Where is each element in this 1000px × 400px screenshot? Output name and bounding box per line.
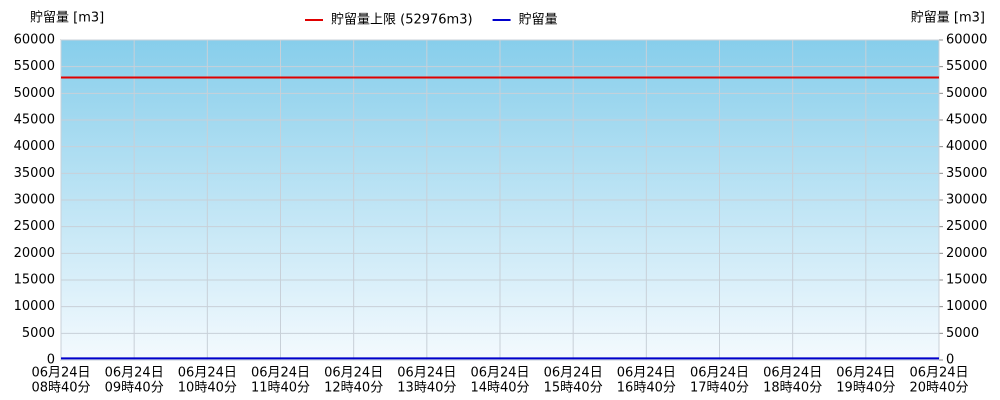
y2-tick-label: 45000 [946,113,987,128]
y2-tick-label: 35000 [946,166,987,181]
x-tick-label: 06月24日 [397,366,456,381]
x-tick-label: 06月24日 [178,366,237,381]
y-tick-label: 55000 [14,59,55,74]
x-tick-label: 06月24日 [836,366,895,381]
y2-tick-label: 60000 [946,33,987,48]
y2-tick-label: 55000 [946,59,987,74]
x-tick-label: 17時40分 [690,381,749,396]
y-tick-label: 15000 [14,273,55,288]
y2-tick-label: 50000 [946,86,987,101]
y2-tick-label: 0 [946,353,954,368]
x-tick-label: 06月24日 [470,366,529,381]
x-tick-label: 06月24日 [617,366,676,381]
x-tick-label: 11時40分 [251,381,310,396]
y-tick-label: 45000 [14,113,55,128]
y2-tick-label: 20000 [946,246,987,261]
y-axis-label: 貯留量 [m3] [30,11,104,26]
y2-tick-label: 30000 [946,193,987,208]
legend: 貯留量上限 (52976m3) 貯留量 [305,13,558,28]
y-tick-label: 40000 [14,139,55,154]
x-tick-label: 08時40分 [31,381,90,396]
legend-label: 貯留量 [519,13,558,28]
y2-tick-label: 10000 [946,299,987,314]
x-tick-label: 10時40分 [178,381,237,396]
y2-tick-label: 25000 [946,219,987,234]
y-tick-label: 60000 [14,33,55,48]
y-tick-label: 0 [47,353,55,368]
x-tick-label: 13時40分 [397,381,456,396]
legend-label: 貯留量上限 (52976m3) [331,13,473,28]
x-tick-label: 09時40分 [105,381,164,396]
x-tick-label: 16時40分 [617,381,676,396]
y2-tick-label: 15000 [946,273,987,288]
x-tick-label: 18時40分 [763,381,822,396]
y-tick-label: 25000 [14,219,55,234]
x-tick-label: 14時40分 [470,381,529,396]
y-tick-label: 35000 [14,166,55,181]
y-tick-label: 30000 [14,193,55,208]
x-tick-label: 19時40分 [836,381,895,396]
x-tick-label: 06月24日 [544,366,603,381]
y-tick-label: 5000 [22,326,55,341]
y2-axis-label: 貯留量 [m3] [911,11,985,26]
x-tick-label: 06月24日 [909,366,968,381]
x-tick-label: 06月24日 [324,366,383,381]
x-tick-label: 12時40分 [324,381,383,396]
y2-tick-label: 5000 [946,326,979,341]
x-tick-label: 06月24日 [763,366,822,381]
y-tick-label: 20000 [14,246,55,261]
y-tick-label: 10000 [14,299,55,314]
x-tick-label: 06月24日 [31,366,90,381]
x-tick-label: 06月24日 [251,366,310,381]
x-tick-label: 06月24日 [105,366,164,381]
x-tick-label: 15時40分 [544,381,603,396]
y2-tick-label: 40000 [946,139,987,154]
x-tick-label: 06月24日 [690,366,749,381]
x-tick-label: 20時40分 [909,381,968,396]
y-tick-label: 50000 [14,86,55,101]
